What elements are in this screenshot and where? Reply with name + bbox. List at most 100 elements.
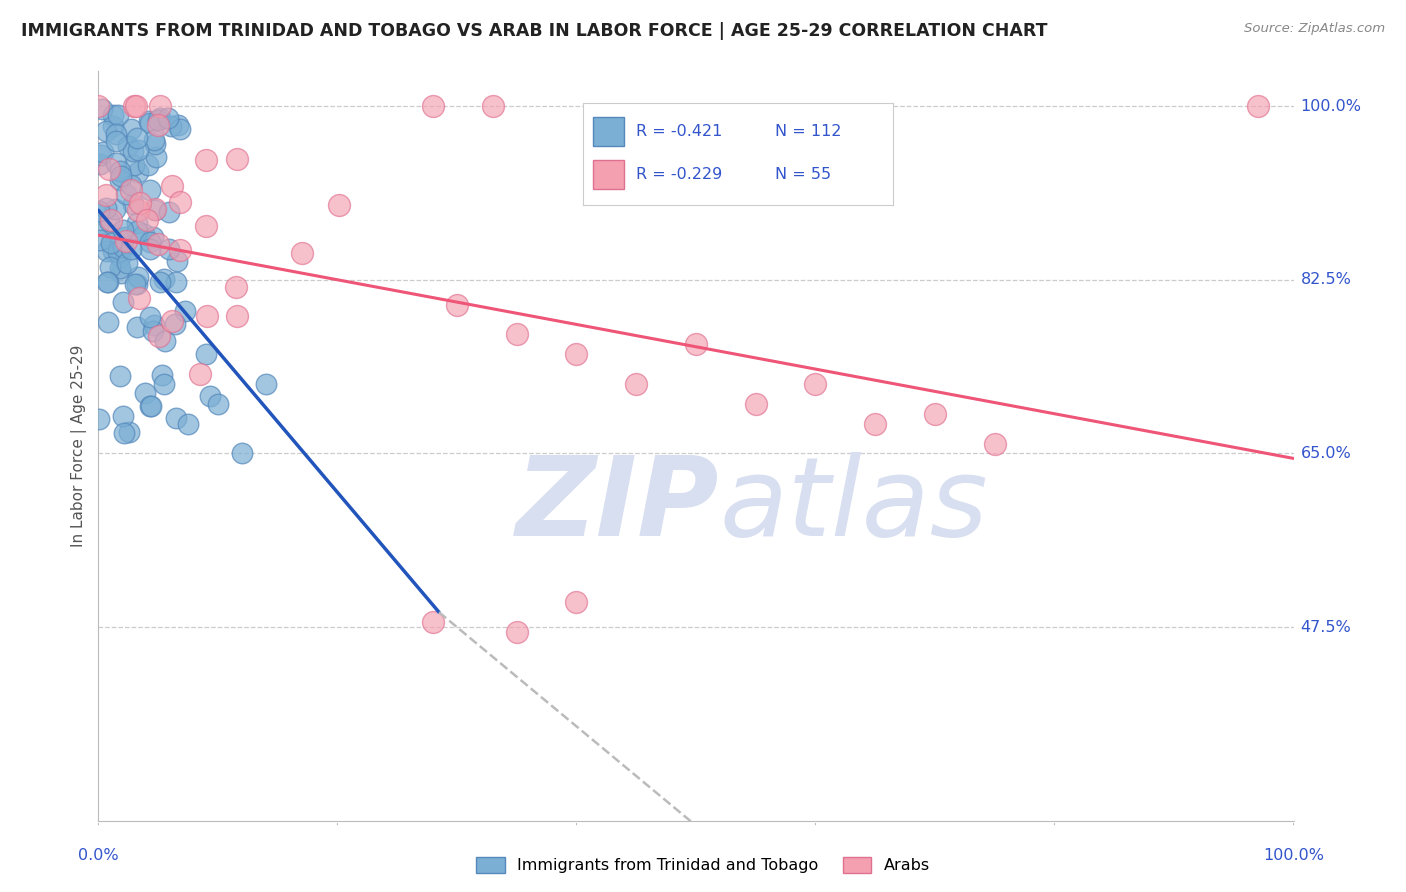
Point [124,99,146,113]
Point [207,397,229,411]
Point [626,376,648,391]
Point [924,407,946,421]
Point [1247,99,1270,113]
Point [100,260,122,274]
Point [128,291,150,305]
Point [150,368,173,382]
Point [104,128,127,142]
Point [565,347,588,361]
Text: IMMIGRANTS FROM TRINIDAD AND TOBAGO VS ARAB IN LABOR FORCE | AGE 25-29 CORRELATI: IMMIGRANTS FROM TRINIDAD AND TOBAGO VS A… [21,22,1047,40]
Bar [593,160,624,189]
Point [124,277,146,291]
Point [194,153,217,167]
Point [96,201,118,215]
Point [146,118,169,132]
Point [142,229,165,244]
Point [195,309,218,323]
Point [118,425,141,439]
Point [157,242,180,256]
Point [87,217,110,231]
Point [142,133,165,147]
Point [120,122,142,136]
Point [148,329,170,343]
Point [134,227,156,242]
Point [108,250,131,264]
Point [481,99,505,113]
Point [112,425,135,440]
Point [125,319,148,334]
Point [153,272,176,286]
Point [145,150,167,164]
Text: N = 112: N = 112 [775,124,842,139]
Point [117,139,139,153]
Point [98,214,121,228]
Point [177,417,200,431]
Point [91,102,114,116]
Point [129,195,152,210]
Point [111,223,134,237]
Point [160,119,183,133]
Point [422,99,444,113]
Point [103,119,125,133]
Point [139,400,162,414]
Point [100,212,122,227]
Point [97,275,120,289]
Point [138,113,160,128]
Point [108,369,131,384]
Point [139,242,162,256]
Point [89,203,111,218]
Point [138,116,160,130]
Point [87,99,110,113]
Point [103,107,125,121]
Point [160,179,183,194]
Point [127,165,149,179]
Point [446,297,468,311]
Point [804,376,827,391]
Point [105,156,128,170]
Point [107,244,129,259]
Point [110,261,132,276]
Point [198,389,221,403]
Point [231,446,253,460]
Point [195,347,218,361]
Point [90,148,112,162]
Point [127,277,149,291]
Point [127,202,149,217]
Point [506,625,529,640]
Point [155,334,177,348]
Text: R = -0.229: R = -0.229 [636,167,723,182]
Point [117,256,139,270]
Point [127,270,149,285]
Point [226,310,249,324]
Point [167,118,190,132]
Point [169,195,191,210]
Point [143,202,166,217]
Point [565,595,588,609]
Point [148,237,170,252]
Point [87,412,110,426]
Text: 47.5%: 47.5% [1301,620,1351,634]
Point [125,224,148,238]
Point [125,99,148,113]
Point [745,397,768,411]
Text: N = 55: N = 55 [775,167,831,182]
Point [139,310,162,324]
Point [96,275,118,289]
Text: Source: ZipAtlas.com: Source: ZipAtlas.com [1244,22,1385,36]
Point [112,295,135,310]
Point [163,317,186,331]
Point [115,186,138,201]
Point [169,122,191,136]
Point [626,119,648,133]
Point [97,161,120,176]
Point [104,202,127,216]
Point [89,233,111,247]
Point [153,376,176,391]
Point [122,197,145,211]
Point [96,244,118,258]
Point [984,436,1007,450]
Text: 100.0%: 100.0% [1301,99,1361,113]
Point [110,169,132,184]
Point [143,202,166,216]
Point [685,337,707,351]
